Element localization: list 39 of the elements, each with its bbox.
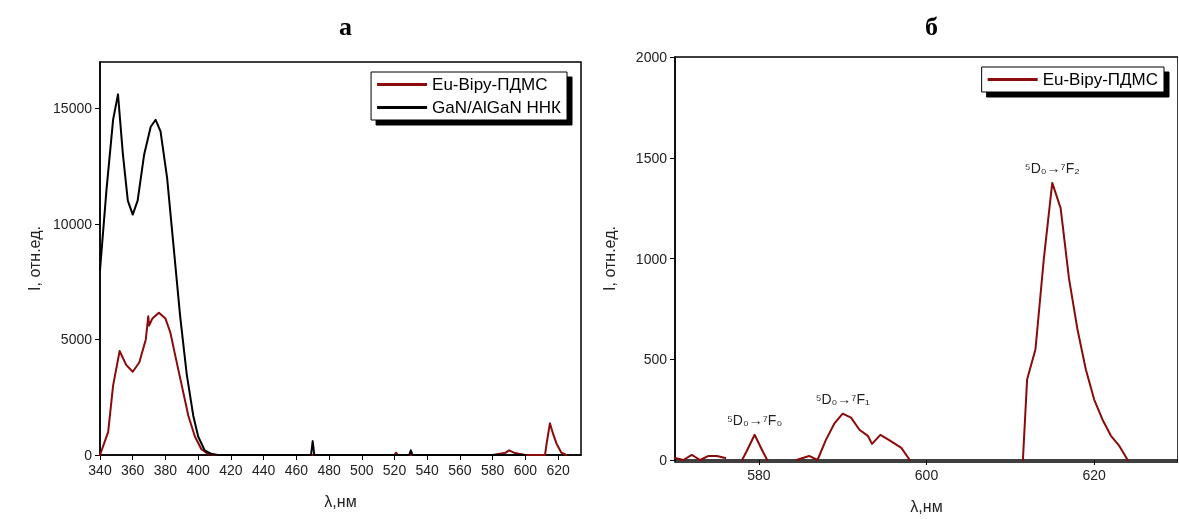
y-axis-title: I, отн.ед. (25, 226, 43, 291)
annotation: ⁵D₀→⁷F₁ (815, 390, 870, 407)
y-tick-label: 15000 (53, 100, 93, 117)
x-tick-label: 400 (186, 462, 211, 478)
x-tick-label: 440 (251, 462, 276, 478)
y-tick-label: 0 (84, 447, 93, 463)
x-tick-label: 540 (415, 462, 440, 478)
y-axis-title: I, отн.ед. (600, 226, 618, 291)
legend-label: Eu-Bipy-ПДМС (1042, 70, 1158, 89)
x-tick-label: 560 (448, 462, 472, 478)
x-tick-label: 620 (1082, 467, 1107, 483)
x-tick-label: 600 (513, 462, 538, 478)
x-tick-label: 620 (546, 462, 570, 478)
x-axis-title: λ,нм (324, 492, 357, 510)
y-tick-label: 2000 (635, 49, 668, 65)
y-tick-label: 10000 (53, 215, 93, 232)
x-tick-label: 580 (747, 467, 771, 483)
y-tick-label: 500 (643, 351, 668, 368)
x-tick-label: 340 (88, 462, 112, 478)
chart-title: б (925, 11, 938, 41)
x-tick-label: 420 (219, 462, 243, 478)
x-tick-label: 480 (317, 462, 341, 478)
x-tick-label: 500 (350, 462, 374, 478)
x-tick-label: 360 (121, 462, 145, 478)
x-axis-title: λ,нм (910, 497, 943, 515)
annotation: ⁵D₀→⁷F₀ (727, 411, 783, 428)
legend-label: GaN/AlGaN ННК (432, 98, 562, 117)
x-tick-label: 600 (914, 467, 939, 483)
legend-label: Eu-Bipy-ПДМС (432, 75, 548, 94)
y-tick-label: 1000 (635, 250, 668, 267)
x-tick-label: 380 (153, 462, 178, 478)
y-tick-label: 1500 (635, 149, 668, 166)
chart-title: а (339, 11, 352, 41)
y-tick-label: 5000 (60, 331, 93, 348)
x-tick-label: 460 (284, 462, 309, 478)
annotation: ⁵D₀→⁷F₂ (1024, 159, 1080, 176)
x-tick-label: 520 (382, 462, 407, 478)
x-tick-label: 580 (480, 462, 505, 478)
y-tick-label: 0 (659, 452, 668, 468)
